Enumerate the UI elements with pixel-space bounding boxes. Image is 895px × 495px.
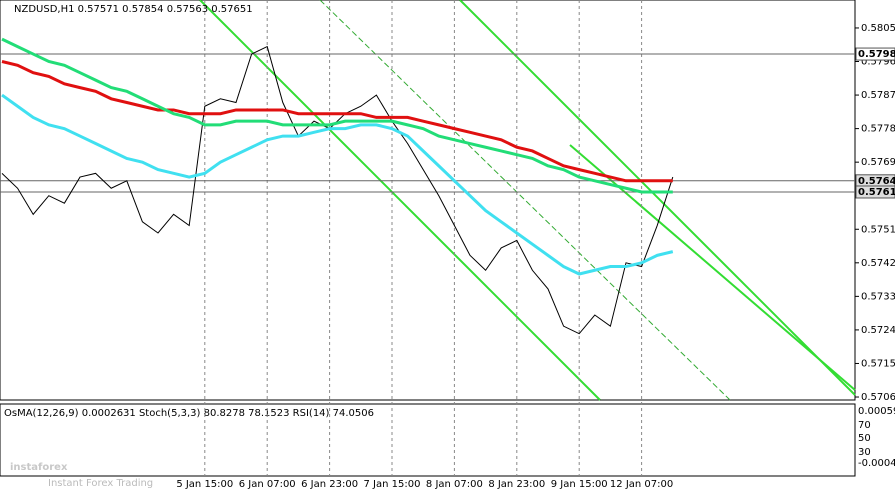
- indicator-axis-label: -0.000428: [858, 458, 895, 469]
- indicator-axis-label: 50: [858, 433, 871, 444]
- chart-title: NZDUSD,H1 0.57571 0.57854 0.57563 0.5765…: [14, 4, 253, 15]
- channel-line: [459, 0, 856, 396]
- x-tick-label: 9 Jan 15:00: [551, 479, 608, 490]
- x-tick-label: 5 Jan 15:00: [176, 479, 233, 490]
- x-tick-label: 8 Jan 23:00: [488, 479, 545, 490]
- level-box: [855, 47, 895, 61]
- price-frame: [0, 0, 856, 401]
- x-tick-label: 12 Jan 07:00: [610, 479, 673, 490]
- series-line: [1, 60, 673, 183]
- indicator-axis-label: 70: [858, 420, 871, 431]
- x-tick-label: 6 Jan 23:00: [301, 479, 358, 490]
- x-tick-label: 8 Jan 07:00: [426, 479, 483, 490]
- level-box: [855, 185, 895, 199]
- y-tick-label: 0.57060: [861, 392, 895, 403]
- channel-midline: [319, 0, 731, 401]
- x-tick-label: 6 Jan 07:00: [239, 479, 296, 490]
- indicator-frame: [0, 403, 856, 477]
- indicator-axis-label: 30: [858, 447, 871, 458]
- indicator-axis-label: 0.000595: [858, 406, 895, 417]
- series-line: [1, 45, 674, 335]
- series-line: [1, 37, 673, 194]
- x-tick-label: 7 Jan 15:00: [364, 479, 421, 490]
- series-line: [1, 93, 674, 276]
- indicator-title: OsMA(12,26,9) 0.0002631 Stoch(5,3,3) 80.…: [4, 408, 374, 419]
- channel-line: [199, 0, 601, 401]
- watermark-slogan: Instant Forex Trading: [48, 478, 153, 489]
- watermark-brand: instaforex: [10, 462, 68, 473]
